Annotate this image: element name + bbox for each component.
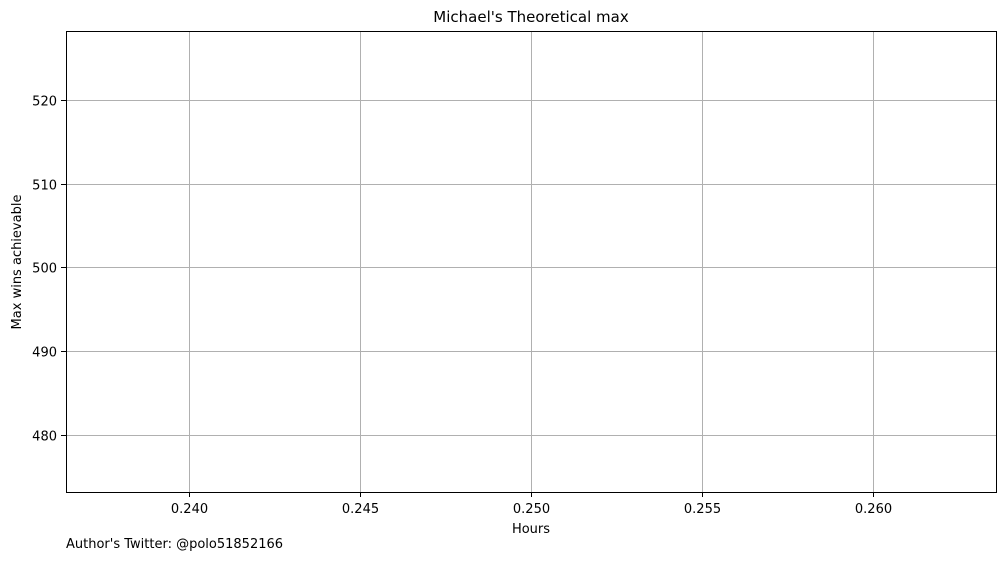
y-axis-label: Max wins achievable bbox=[10, 195, 25, 330]
x-tick-label: 0.245 bbox=[342, 502, 379, 517]
y-tick-label: 520 bbox=[32, 95, 57, 110]
grid bbox=[66, 31, 996, 492]
x-axis-label: Hours bbox=[512, 522, 550, 537]
x-tick-label: 0.240 bbox=[171, 502, 208, 517]
x-tick-label: 0.260 bbox=[855, 502, 892, 517]
chart-title: Michael's Theoretical max bbox=[433, 8, 629, 26]
x-tick-label: 0.250 bbox=[513, 502, 550, 517]
x-axis: 0.240 0.245 0.250 0.255 0.260 bbox=[171, 492, 892, 517]
y-axis: 480 490 500 510 520 bbox=[32, 95, 66, 445]
y-tick-label: 480 bbox=[32, 430, 57, 445]
y-tick-label: 490 bbox=[32, 346, 57, 361]
y-tick-label: 500 bbox=[32, 262, 57, 277]
author-twitter-note: Author's Twitter: @polo51852166 bbox=[66, 537, 283, 552]
x-tick-label: 0.255 bbox=[684, 502, 721, 517]
y-tick-label: 510 bbox=[32, 179, 57, 194]
